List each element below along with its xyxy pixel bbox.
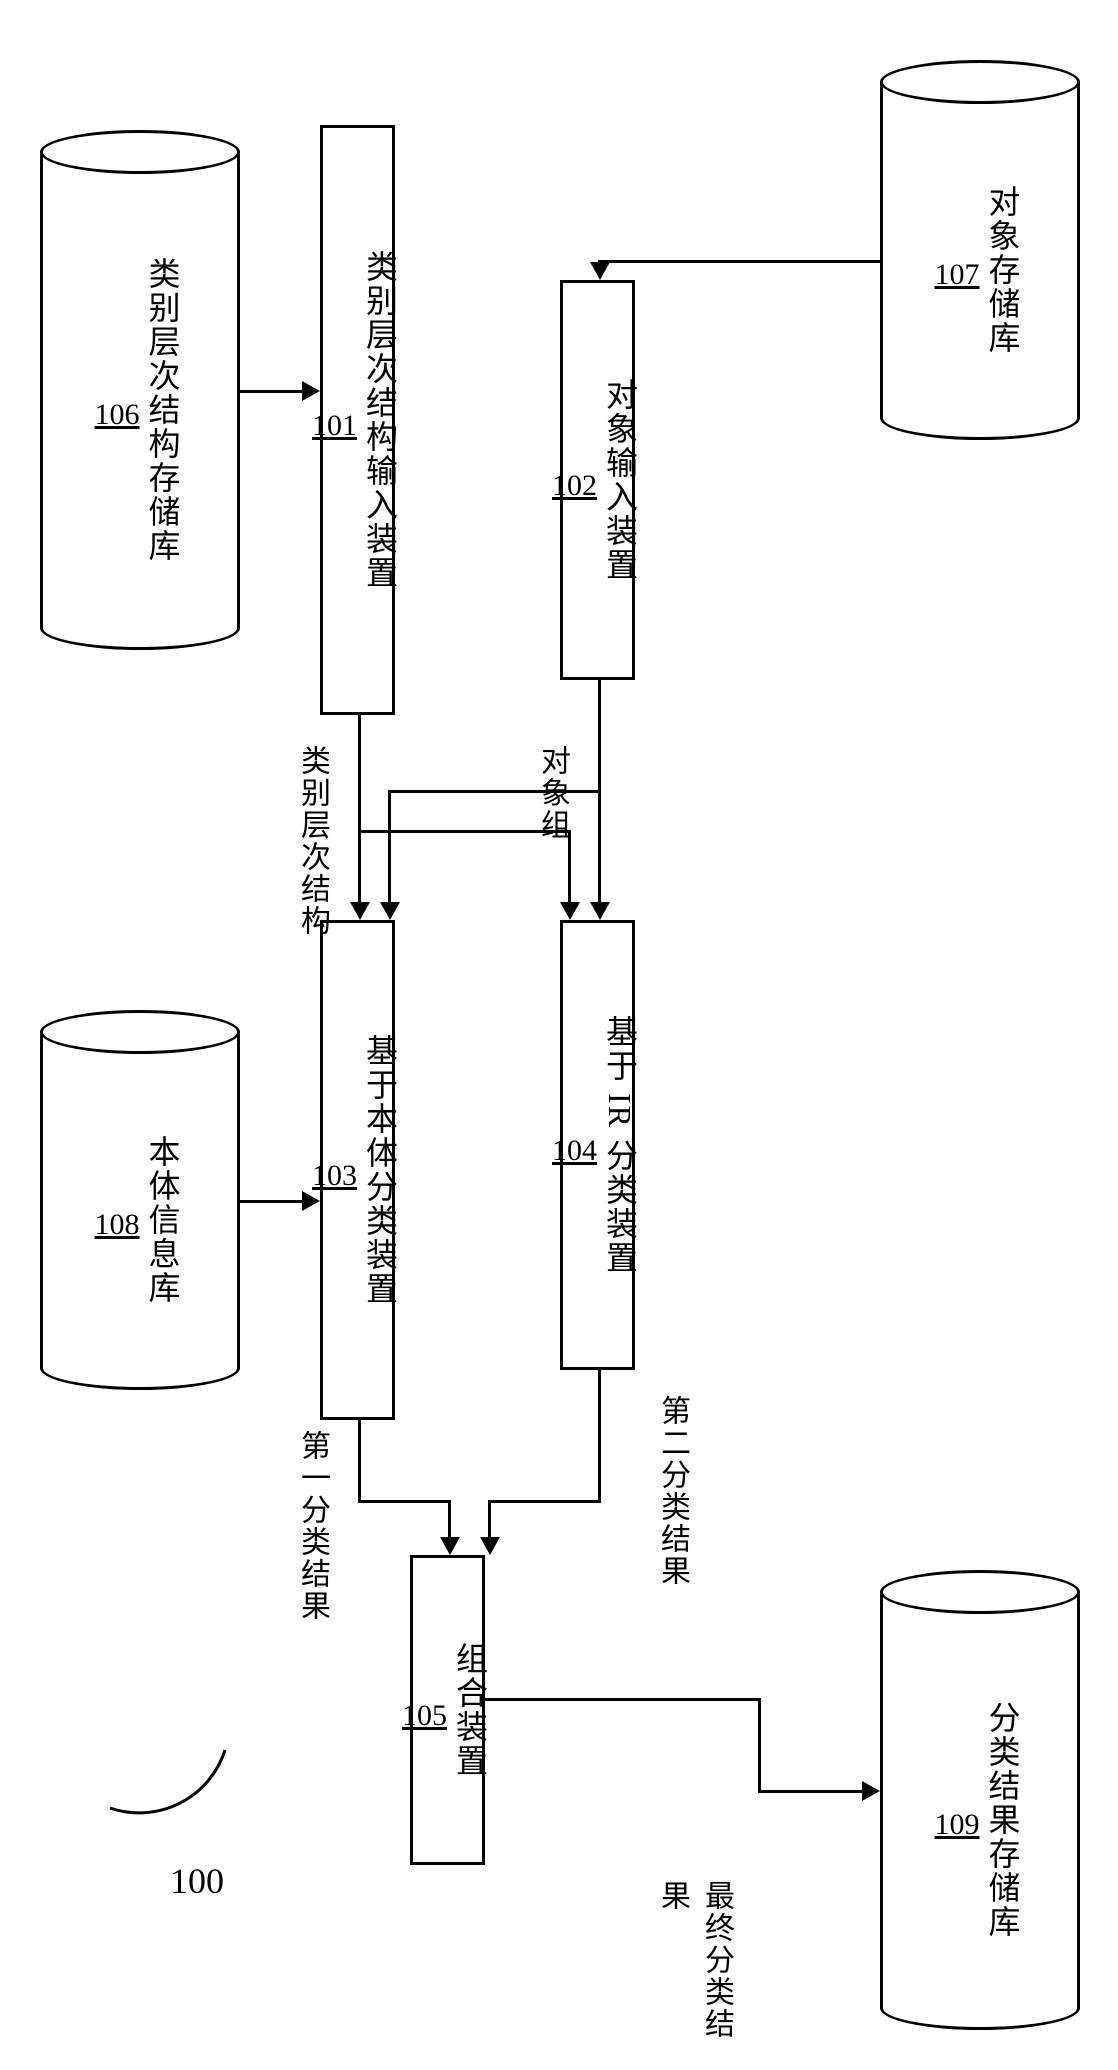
edge-103-105-v1 — [358, 1420, 361, 1500]
box-104-label: 基于 IR 分类装置 — [597, 1015, 643, 1275]
edge-101-104-arrow — [560, 902, 580, 920]
edge-103-105-h — [358, 1500, 450, 1503]
edge-101-103-arrow — [350, 902, 370, 920]
edge-108-103-arrow — [302, 1191, 320, 1211]
edge-102-103-arrow — [380, 902, 400, 920]
edge-104-105-arrow — [480, 1537, 500, 1555]
edge-101-104-v — [568, 830, 571, 910]
edge-106-101 — [240, 390, 310, 393]
edge-108-103 — [240, 1200, 310, 1203]
diagram-canvas: 类别层次结构存储库 106 本体信息库 108 对象存储库 107 分类结果存储… — [0, 0, 1118, 2070]
arc-100 — [50, 1630, 250, 1830]
box-102-num: 102 — [552, 469, 597, 503]
box-101-label: 类别层次结构输入装置 — [357, 250, 403, 590]
db-107: 对象存储库 107 — [880, 60, 1080, 440]
db-107-num: 107 — [935, 258, 980, 292]
db-109-num: 109 — [935, 1808, 980, 1842]
edge-105-109-v — [758, 1698, 761, 1790]
edge-106-101-arrow — [302, 381, 320, 401]
box-102: 对象输入装置 102 — [560, 280, 635, 680]
db-109-label: 分类结果存储库 — [980, 1701, 1026, 1939]
box-101-num: 101 — [312, 409, 357, 443]
db-106-num: 106 — [95, 398, 140, 432]
db-108-label: 本体信息库 — [140, 1135, 186, 1305]
edge-104-105-h — [488, 1500, 601, 1503]
edge-105-109-h1 — [485, 1698, 760, 1701]
db-108-num: 108 — [95, 1208, 140, 1242]
db-106: 类别层次结构存储库 106 — [40, 130, 240, 650]
edge-105-109-h2 — [758, 1790, 870, 1793]
label-objgroup: 对象组 — [530, 745, 574, 841]
db-107-label: 对象存储库 — [980, 185, 1026, 355]
edge-107-102-arrow — [590, 262, 610, 280]
box-103-num: 103 — [312, 1159, 357, 1193]
edge-101-103 — [358, 715, 361, 910]
box-104: 基于 IR 分类装置 104 — [560, 920, 635, 1370]
edge-103-105-arrow — [440, 1537, 460, 1555]
db-106-label: 类别层次结构存储库 — [140, 257, 186, 563]
edge-102-103-v — [388, 790, 391, 910]
box-103: 基于本体分类装置 103 — [320, 920, 395, 1420]
db-109: 分类结果存储库 109 — [880, 1570, 1080, 2030]
label-final: 最终分类结果 — [650, 1880, 738, 2070]
edge-104-105-v1 — [598, 1370, 601, 1500]
label-first: 第一分类结果 — [290, 1430, 334, 1622]
edge-102-104-arrow — [590, 902, 610, 920]
box-102-label: 对象输入装置 — [597, 378, 643, 582]
diagram-id: 100 — [170, 1860, 224, 1902]
label-struct: 类别层次结构 — [290, 745, 334, 937]
box-104-num: 104 — [552, 1134, 597, 1168]
db-108: 本体信息库 108 — [40, 1010, 240, 1390]
box-105: 组合装置 105 — [410, 1555, 485, 1865]
edge-102-104 — [598, 680, 601, 910]
edge-102-103-h — [388, 790, 601, 793]
edge-105-109-arrow — [862, 1781, 880, 1801]
edge-107-102-h — [600, 260, 880, 263]
box-101: 类别层次结构输入装置 101 — [320, 125, 395, 715]
box-103-label: 基于本体分类装置 — [357, 1034, 403, 1306]
label-second: 第二分类结果 — [650, 1395, 694, 1587]
box-105-label: 组合装置 — [447, 1642, 493, 1778]
box-105-num: 105 — [402, 1699, 447, 1733]
